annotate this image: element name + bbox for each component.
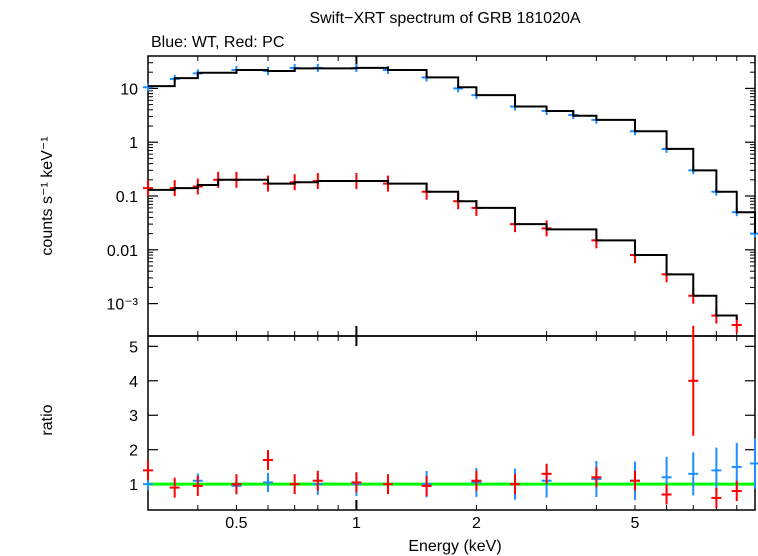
- pc-ratio-point: [731, 481, 742, 502]
- pc-ratio-point: [591, 467, 602, 488]
- pc-ratio-point: [510, 474, 521, 495]
- pc-ratio-point: [541, 463, 552, 484]
- spectrum-frame: [147, 55, 756, 337]
- y-tick-label: 1: [129, 477, 138, 494]
- pc-ratio-point: [231, 474, 242, 495]
- pc-ratio-point: [688, 325, 699, 436]
- y-tick-label: 2: [129, 443, 138, 460]
- y-tick-label: 4: [129, 374, 138, 391]
- ratio-frame: [147, 335, 756, 511]
- ratio-panel: 0.5 1 2 5 1 2 3 4 5: [129, 325, 758, 532]
- pc-ratio-point: [351, 472, 362, 493]
- x-tick-label: 2: [472, 515, 481, 532]
- wt-ratio-point: [688, 452, 699, 496]
- y-tick-label: 0.1: [116, 189, 138, 206]
- pc-ratio-point: [312, 470, 323, 491]
- y-tick-label: 5: [129, 339, 138, 356]
- wt-ratio-point: [711, 447, 722, 494]
- pc-ratio-point: [471, 470, 482, 491]
- wt-ratio-point: [750, 438, 758, 489]
- top-y-axis-label: counts s⁻¹ keV⁻¹: [39, 136, 56, 255]
- pc-ratio-point: [382, 474, 393, 495]
- pc-ratio-point: [143, 460, 153, 481]
- pc-model-line: [148, 178, 738, 320]
- y-tick-label: 3: [129, 408, 138, 425]
- x-axis-label: Energy (keV): [408, 538, 501, 555]
- pc-ratio-point: [192, 475, 203, 496]
- chart-title: Swift−XRT spectrum of GRB 181020A: [309, 10, 580, 27]
- pc-ratio-point: [661, 484, 672, 505]
- pc-ratio-point: [630, 470, 641, 491]
- chart-subtitle: Blue: WT, Red: PC: [151, 34, 284, 51]
- y-tick-label: 1: [129, 135, 138, 152]
- y-tick-label: 0.01: [107, 243, 138, 260]
- pc-ratio-point: [421, 475, 432, 496]
- wt-model-line: [148, 66, 756, 234]
- pc-ratio-point: [711, 487, 722, 508]
- pc-ratio-point: [289, 474, 300, 495]
- wt-data-point: [143, 83, 153, 92]
- y-tick-label: 10: [120, 81, 138, 98]
- pc-ratio-point: [169, 477, 180, 498]
- x-tick-label: 1: [352, 515, 361, 532]
- bottom-y-axis-label: ratio: [39, 404, 56, 435]
- pc-ratio-point: [262, 450, 273, 471]
- wt-ratio-point: [262, 472, 273, 493]
- x-tick-label: 5: [631, 515, 640, 532]
- x-tick-label: 0.5: [225, 515, 247, 532]
- spectrum-panel: 10 1 0.1 0.01 10⁻³: [106, 55, 758, 510]
- y-tick-label: 10⁻³: [106, 297, 138, 314]
- pc-data-point: [143, 180, 153, 197]
